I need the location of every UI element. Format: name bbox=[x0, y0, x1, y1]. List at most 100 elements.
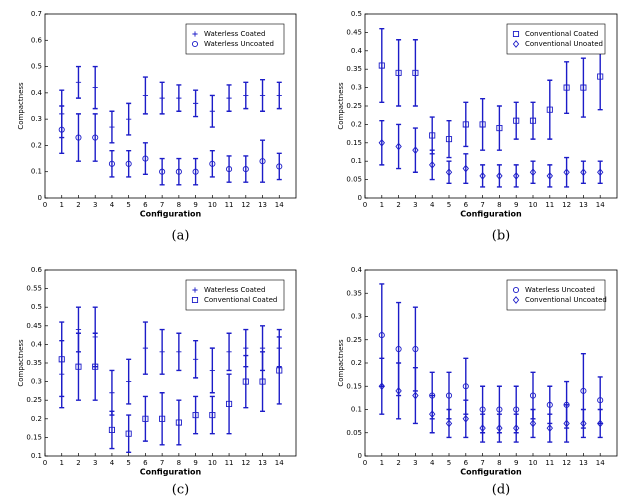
x-tick-label: 10 bbox=[529, 201, 538, 209]
y-tick-label: 0.35 bbox=[26, 359, 42, 367]
marker bbox=[597, 168, 604, 177]
x-tick-label: 5 bbox=[126, 201, 130, 209]
marker bbox=[529, 168, 537, 177]
marker bbox=[412, 346, 419, 353]
marker bbox=[546, 106, 553, 113]
y-tick-label: 0.55 bbox=[26, 285, 42, 293]
marker bbox=[378, 62, 385, 69]
x-tick-label: 2 bbox=[76, 459, 80, 467]
x-tick-label: 10 bbox=[208, 459, 217, 467]
error-bar bbox=[597, 160, 603, 184]
x-tick-label: 12 bbox=[241, 201, 250, 209]
marker bbox=[513, 117, 520, 124]
y-tick-label: 0.45 bbox=[26, 322, 42, 330]
marker bbox=[546, 401, 553, 408]
error-bar bbox=[159, 392, 165, 446]
legend-label: Conventional Unoated bbox=[525, 40, 603, 48]
y-tick-label: 0.2 bbox=[351, 120, 362, 128]
marker bbox=[159, 168, 166, 175]
marker bbox=[58, 126, 65, 133]
x-tick-label: 11 bbox=[545, 459, 554, 467]
error-bar bbox=[243, 354, 249, 409]
x-tick-label: 1 bbox=[59, 459, 63, 467]
error-bar bbox=[463, 101, 469, 148]
x-tick-label: 5 bbox=[126, 459, 130, 467]
y-tick-label: 0.6 bbox=[31, 36, 43, 44]
marker bbox=[429, 392, 436, 399]
legend-marker bbox=[512, 40, 520, 48]
y-tick-label: 0.35 bbox=[346, 65, 362, 73]
x-tick-label: 11 bbox=[225, 459, 234, 467]
marker bbox=[496, 406, 503, 413]
x-tick-label: 0 bbox=[363, 459, 367, 467]
error-bar bbox=[564, 156, 570, 188]
error-bar bbox=[260, 139, 266, 183]
marker bbox=[378, 332, 385, 339]
y-axis-label: Compactness bbox=[337, 82, 345, 130]
error-bar bbox=[530, 160, 536, 184]
error-bar bbox=[530, 408, 536, 439]
y-tick-label: 0.1 bbox=[31, 452, 42, 460]
x-axis-label: Configuration bbox=[140, 210, 202, 219]
marker bbox=[142, 415, 149, 422]
error-bar bbox=[597, 408, 603, 439]
error-bar bbox=[496, 105, 502, 151]
error-bar bbox=[92, 332, 98, 401]
marker bbox=[159, 95, 165, 101]
error-bar bbox=[412, 366, 418, 425]
marker bbox=[496, 172, 503, 180]
y-tick-label: 0.2 bbox=[31, 415, 42, 423]
marker bbox=[563, 419, 570, 428]
y-tick-label: 0.25 bbox=[26, 396, 42, 404]
error-bar bbox=[109, 410, 115, 450]
x-tick-label: 1 bbox=[380, 201, 384, 209]
error-bar bbox=[564, 404, 570, 443]
legend-marker bbox=[192, 31, 198, 37]
marker bbox=[193, 356, 199, 362]
error-bar bbox=[580, 57, 586, 118]
legend-marker bbox=[512, 296, 520, 304]
x-tick-label: 13 bbox=[258, 459, 267, 467]
error-bar bbox=[513, 413, 519, 443]
x-tick-label: 3 bbox=[93, 459, 97, 467]
y-tick-label: 0.15 bbox=[26, 433, 42, 441]
x-axis-label: Configuration bbox=[460, 210, 522, 219]
x-tick-label: 14 bbox=[596, 459, 605, 467]
x-tick-label: 11 bbox=[225, 201, 234, 209]
error-bar bbox=[530, 101, 536, 140]
marker bbox=[462, 414, 469, 423]
x-tick-label: 13 bbox=[579, 201, 588, 209]
y-tick-label: 0 bbox=[38, 194, 42, 202]
error-bar bbox=[513, 101, 519, 140]
error-bar bbox=[176, 399, 182, 446]
x-tick-label: 8 bbox=[497, 459, 501, 467]
marker bbox=[259, 378, 266, 385]
marker bbox=[109, 390, 115, 396]
marker bbox=[226, 400, 233, 407]
error-bar bbox=[496, 164, 502, 188]
marker bbox=[92, 134, 99, 141]
y-tick-label: 0.4 bbox=[351, 47, 363, 55]
error-bar bbox=[480, 413, 486, 443]
x-tick-label: 6 bbox=[143, 459, 148, 467]
legend-label: Waterless Coated bbox=[204, 30, 265, 38]
marker bbox=[563, 84, 570, 91]
error-bar bbox=[580, 408, 586, 439]
y-tick-label: 0 bbox=[358, 194, 362, 202]
marker bbox=[412, 146, 419, 155]
legend-label: Waterless Coated bbox=[204, 286, 265, 294]
error-bar bbox=[209, 395, 215, 435]
error-bar bbox=[446, 408, 452, 439]
error-bar bbox=[446, 160, 452, 184]
legend-label: Waterless Uncoated bbox=[204, 40, 274, 48]
legend-box bbox=[506, 279, 606, 311]
error-bar bbox=[159, 157, 165, 186]
y-tick-label: 0 bbox=[358, 452, 362, 460]
error-bar bbox=[429, 149, 435, 181]
error-bar bbox=[59, 321, 65, 398]
error-bar bbox=[75, 113, 81, 162]
marker bbox=[462, 164, 469, 173]
marker bbox=[209, 412, 216, 419]
marker bbox=[108, 426, 115, 434]
x-tick-label: 3 bbox=[413, 201, 417, 209]
